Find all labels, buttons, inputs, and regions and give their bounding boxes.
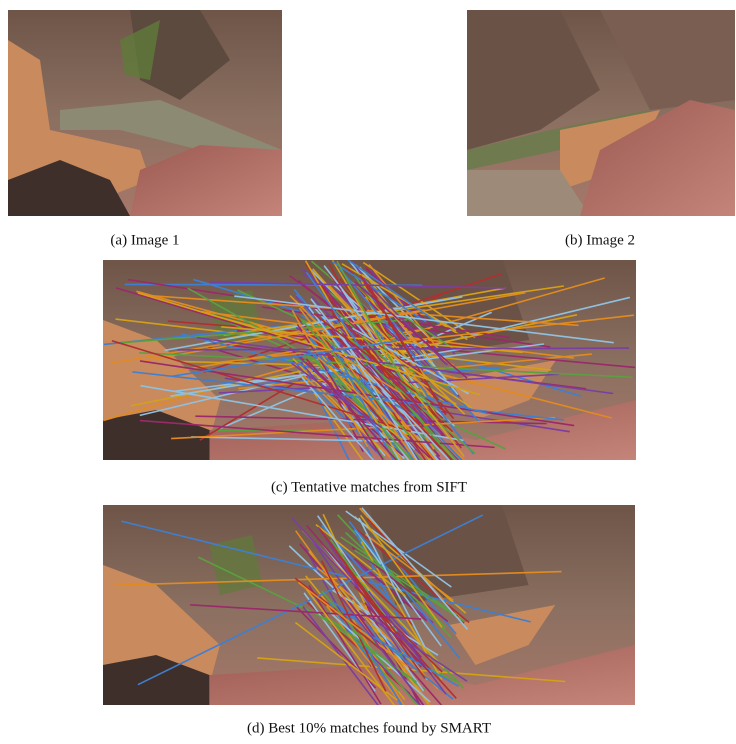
match-line bbox=[291, 362, 383, 429]
match-line bbox=[342, 332, 425, 428]
match-line bbox=[351, 599, 429, 705]
match-line bbox=[132, 371, 565, 421]
match-line bbox=[332, 372, 413, 460]
river bbox=[448, 605, 556, 665]
match-line bbox=[354, 549, 466, 623]
match-line bbox=[349, 622, 459, 687]
match-line bbox=[367, 332, 465, 458]
rock bbox=[103, 655, 210, 705]
match-line bbox=[291, 517, 366, 598]
match-line bbox=[352, 327, 470, 395]
match-line bbox=[190, 603, 422, 620]
match-line bbox=[359, 514, 443, 628]
match-line bbox=[294, 577, 375, 640]
match-line bbox=[220, 314, 634, 364]
sift-matches-image bbox=[103, 260, 636, 460]
match-line bbox=[323, 265, 419, 389]
match-line bbox=[367, 283, 447, 416]
match-line bbox=[356, 575, 445, 669]
caption: (d) Best 10% matches found by SMART bbox=[247, 720, 491, 736]
smart-matches-image bbox=[103, 505, 635, 705]
match-line bbox=[352, 354, 454, 460]
match-line bbox=[362, 261, 476, 339]
match-line bbox=[338, 606, 454, 700]
match-line bbox=[347, 260, 441, 325]
match-line bbox=[358, 517, 426, 648]
match-line bbox=[113, 570, 562, 587]
match-line bbox=[348, 520, 461, 659]
match-line bbox=[335, 309, 437, 412]
match-line bbox=[356, 339, 423, 411]
match-line bbox=[363, 359, 476, 455]
match-line bbox=[354, 529, 442, 647]
rock bbox=[103, 410, 210, 460]
match-line bbox=[364, 602, 432, 675]
match-line bbox=[340, 597, 415, 693]
match-line bbox=[355, 264, 433, 342]
match-line bbox=[315, 524, 406, 597]
match-line bbox=[171, 340, 397, 378]
match-line bbox=[364, 314, 475, 455]
match-line bbox=[308, 584, 382, 705]
vegetation bbox=[209, 535, 263, 595]
match-line bbox=[347, 359, 420, 460]
image-1 bbox=[8, 10, 282, 216]
match-line bbox=[302, 606, 379, 705]
match-line bbox=[361, 313, 466, 415]
caption: (a) Image 1 bbox=[110, 232, 179, 248]
match-line bbox=[111, 339, 411, 433]
match-line bbox=[234, 295, 614, 344]
match-line bbox=[354, 281, 468, 379]
match-line bbox=[365, 533, 454, 601]
match-line bbox=[358, 275, 448, 366]
match-line bbox=[137, 292, 480, 396]
match-line bbox=[292, 357, 380, 449]
match-line bbox=[305, 358, 398, 460]
match-line bbox=[137, 514, 484, 686]
match-line bbox=[332, 261, 427, 323]
match-line bbox=[296, 323, 384, 460]
match-line bbox=[318, 615, 426, 691]
match-line bbox=[361, 507, 469, 630]
match-line bbox=[297, 581, 409, 668]
image-2 bbox=[467, 10, 735, 216]
match-line bbox=[313, 312, 416, 393]
match-line bbox=[177, 347, 630, 351]
match-line bbox=[196, 336, 614, 395]
rock bbox=[209, 645, 635, 705]
match-line bbox=[297, 355, 383, 433]
match-line bbox=[301, 330, 401, 394]
match-line bbox=[368, 590, 447, 695]
match-line bbox=[301, 376, 375, 460]
match-line bbox=[329, 611, 431, 703]
match-line bbox=[353, 526, 470, 624]
match-line bbox=[305, 588, 396, 705]
match-line bbox=[338, 330, 418, 460]
match-line bbox=[340, 578, 425, 692]
match-line bbox=[321, 590, 419, 705]
match-line bbox=[347, 320, 447, 438]
match-line bbox=[362, 335, 473, 409]
match-line bbox=[341, 263, 457, 332]
match-line bbox=[139, 351, 633, 379]
match-line bbox=[317, 356, 410, 440]
caption: (c) Tentative matches from SIFT bbox=[271, 479, 467, 495]
match-line bbox=[334, 337, 448, 413]
cliff bbox=[369, 505, 529, 605]
match-line bbox=[358, 609, 468, 682]
caption: (b) Image 2 bbox=[565, 232, 635, 248]
match-line bbox=[300, 318, 412, 437]
